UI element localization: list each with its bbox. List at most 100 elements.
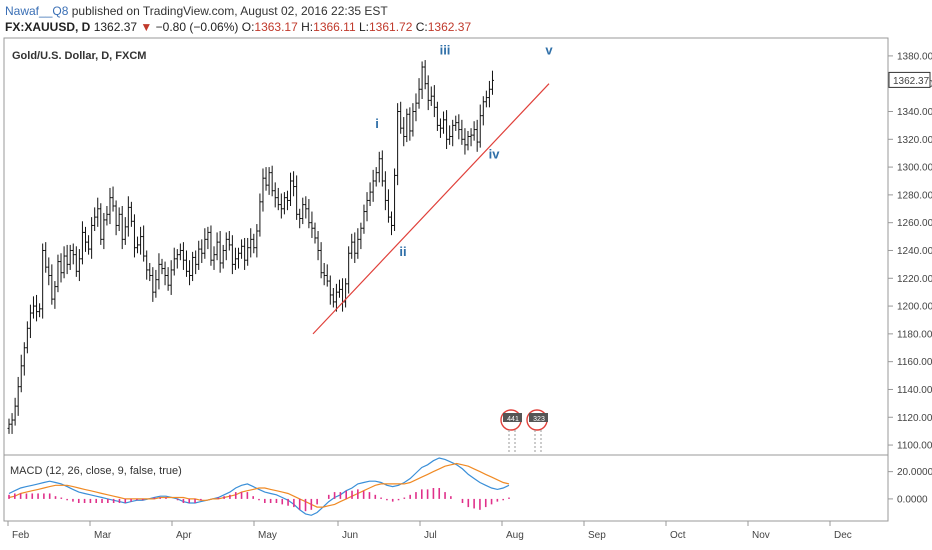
svg-text:1362.37: 1362.37 [893,76,930,87]
ohlc-bar [442,111,446,134]
ohlc-bar [145,250,149,280]
symbol-label[interactable]: FX:XAUUSD, D [5,20,91,34]
ohlc-bar [160,258,164,275]
ohlc-bar [123,217,127,245]
ohlc-bar [417,78,421,109]
ohlc-bar [233,247,237,270]
ohlc-bar [408,107,412,141]
y-tick-label: 1260.00 [897,218,932,229]
ohlc-bar [331,288,335,308]
ohlc-bar [393,168,397,232]
ohlc-bar [285,190,289,211]
ohlc-bar [80,221,84,265]
y-tick-label: 1140.00 [897,385,932,396]
y-tick-label: 1300.00 [897,163,932,174]
ohlc-bar [368,182,372,206]
y-tick-label: 1160.00 [897,357,932,368]
ohlc-bar [102,212,106,250]
wave-label: iv [489,147,501,162]
ohlc-bar [402,117,406,147]
y-tick-label: 1220.00 [897,274,932,285]
ohlc-bar [295,175,299,220]
open-value: 1363.17 [254,20,298,34]
ohlc-bar [405,108,409,143]
ohlc-bar [429,86,433,106]
ohlc-bar [322,262,326,286]
ohlc-bar [249,228,253,258]
ohlc-bar [237,247,240,269]
ohlc-bar [252,233,256,254]
ohlc-bar [282,192,286,215]
ohlc-bar [188,260,192,286]
ohlc-bar [169,260,173,295]
ohlc-bar [218,231,222,273]
ohlc-bar [490,70,494,95]
ohlc-bar [298,208,302,229]
ohlc-bar [301,197,305,225]
x-tick-label: Aug [506,530,524,541]
macd-line [8,462,510,508]
ohlc-bar [304,196,308,219]
svg-text:323: 323 [533,416,545,423]
ohlc-bar [469,128,473,147]
ohlc-bar [359,222,363,250]
ohlc-bar [224,232,228,261]
ohlc-bar [163,261,167,286]
ohlc-bar [19,354,23,393]
ohlc-bar [194,250,198,275]
ohlc-bar [105,206,109,226]
open-label: O: [241,20,255,34]
ohlc-bar [178,243,182,261]
ohlc-bar [203,228,207,259]
ohlc-bar [142,225,146,262]
published-text: published on TradingView.com, August 02,… [71,4,388,18]
ohlc-bar [96,197,100,227]
last-price: 1362.37 [93,20,138,34]
symbol-info-bar: FX:XAUUSD, D 1362.37 ▼ −0.80 (−0.06%) O:… [5,20,471,34]
x-tick-label: Feb [12,530,30,541]
ohlc-bar [172,247,176,276]
ohlc-bar [157,253,161,290]
x-tick-label: Apr [176,530,192,541]
ohlc-bar [74,246,78,277]
ohlc-bar [197,240,201,270]
ohlc-bar [59,253,63,283]
ohlc-bar [246,237,250,266]
ohlc-bar [270,165,274,197]
ohlc-bar [10,413,14,434]
ohlc-bar [41,243,45,319]
author-link[interactable]: Nawaf__Q8 [5,4,69,18]
ohlc-bar [200,239,204,263]
y-tick-label: 1100.00 [897,441,932,452]
ohlc-bar [466,130,470,151]
ohlc-bar [50,264,54,305]
x-tick-label: Sep [588,530,606,541]
ohlc-bar [478,104,482,148]
macd-y-tick-label: 20.0000 [897,467,932,478]
main-pane-frame [3,37,889,456]
chart-title: Gold/U.S. Dollar, D, FXCM [12,50,146,62]
ohlc-bar [487,80,491,108]
y-tick-label: 1200.00 [897,302,932,313]
ohlc-bar [25,321,29,354]
x-tick-label: Jul [424,530,437,541]
macd-y-tick-label: 0.0000 [897,494,928,505]
ohlc-bar [62,246,66,279]
ohlc-bar [215,232,219,261]
ohlc-bar [341,278,345,312]
ohlc-bar [435,101,439,131]
svg-text:441: 441 [507,416,519,423]
y-tick-label: 1120.00 [897,413,932,424]
macd-line [8,457,510,516]
ohlc-bar [87,235,91,255]
ohlc-bar [411,103,415,137]
indicator-badge: 441 [500,409,522,452]
y-tick-label: 1320.00 [897,135,932,146]
ohlc-bar [347,246,351,294]
ohlc-bar [71,243,75,265]
ohlc-bar [481,96,485,126]
ohlc-bar [47,257,51,286]
ohlc-bar [472,121,476,141]
last-price-marker: 1362.37 [888,71,931,88]
